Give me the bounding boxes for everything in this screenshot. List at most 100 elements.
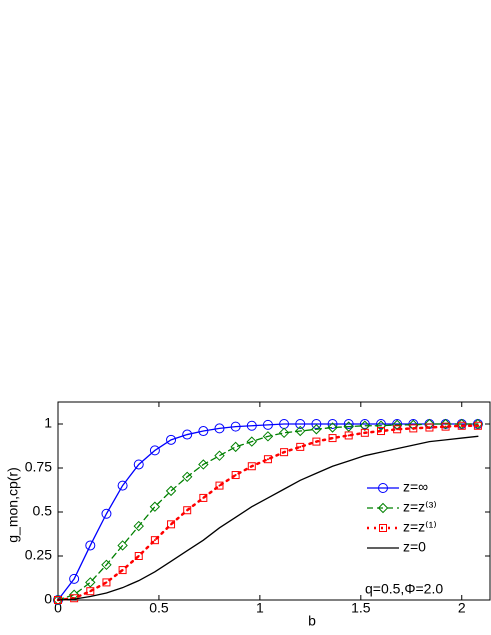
marker <box>343 421 354 432</box>
marker <box>377 502 389 514</box>
series-line <box>57 435 479 601</box>
x-tick-label: 1.5 <box>351 600 371 616</box>
y-axis-label: g_mon,cp(r) <box>5 467 21 542</box>
marker <box>166 434 177 445</box>
marker <box>262 431 274 442</box>
marker-dot <box>202 496 205 499</box>
marker <box>376 427 385 436</box>
marker-dot <box>363 431 366 434</box>
marker <box>86 587 95 596</box>
marker-dot <box>347 434 350 437</box>
marker <box>182 429 193 440</box>
marker <box>263 455 272 464</box>
series-line <box>57 423 479 601</box>
marker <box>246 436 258 447</box>
marker <box>278 427 290 439</box>
marker <box>327 419 338 429</box>
marker-dot <box>428 426 431 429</box>
plot-frame <box>57 401 491 601</box>
marker-dot <box>299 445 302 448</box>
marker <box>230 441 241 453</box>
annotation: q=0.5,Φ=2.0 <box>365 581 443 597</box>
marker <box>378 483 388 493</box>
marker <box>312 437 321 446</box>
marker <box>183 506 192 515</box>
marker <box>441 422 450 431</box>
marker-dot <box>444 425 447 428</box>
marker-dot <box>283 451 286 454</box>
marker <box>231 471 240 480</box>
marker <box>149 445 160 456</box>
marker <box>198 459 209 470</box>
x-tick-label: 0 <box>54 600 62 616</box>
marker <box>85 540 96 551</box>
marker <box>149 501 161 512</box>
marker-dot <box>250 465 253 468</box>
marker-dot <box>460 424 463 427</box>
marker <box>327 422 338 433</box>
marker <box>199 493 208 502</box>
marker-dot <box>396 428 399 431</box>
marker <box>262 419 273 430</box>
marker-dot <box>105 581 108 584</box>
marker <box>118 566 127 575</box>
marker <box>85 577 96 588</box>
marker <box>214 423 225 434</box>
marker <box>133 520 144 532</box>
series-line <box>57 423 479 601</box>
marker <box>311 424 322 435</box>
marker <box>69 573 80 584</box>
y-tick-label: 0.75 <box>25 459 52 475</box>
y-tick-label: 0.5 <box>33 503 53 519</box>
y-tick-label: 0.25 <box>25 547 52 563</box>
marker-dot <box>476 424 479 427</box>
marker-dot <box>186 509 189 512</box>
marker-dot <box>121 569 124 572</box>
marker <box>280 448 289 457</box>
marker <box>379 524 387 532</box>
marker-dot <box>153 539 156 542</box>
marker <box>101 508 112 519</box>
marker <box>133 459 144 470</box>
x-tick-label: 1 <box>256 600 264 616</box>
marker <box>150 536 159 545</box>
legend-label: z=∞ <box>403 479 428 495</box>
marker <box>296 442 305 451</box>
marker <box>409 424 418 433</box>
marker <box>167 520 176 529</box>
marker <box>311 419 322 429</box>
marker-dot <box>315 440 318 443</box>
marker <box>117 540 128 551</box>
marker <box>457 421 466 430</box>
marker <box>215 481 224 490</box>
marker <box>344 431 353 440</box>
marker <box>343 419 354 429</box>
x-axis-label: b <box>308 613 316 629</box>
marker-dot <box>379 430 382 433</box>
marker <box>328 434 337 443</box>
marker <box>425 423 434 432</box>
marker <box>246 420 257 431</box>
marker-dot <box>89 590 92 593</box>
marker <box>440 418 451 430</box>
marker-dot <box>170 523 173 526</box>
y-tick-label: 1 <box>44 415 52 431</box>
marker <box>165 485 177 497</box>
marker <box>181 471 193 483</box>
x-tick-label: 2 <box>458 600 466 616</box>
marker <box>198 426 209 437</box>
y-tick-label: 0 <box>44 591 52 607</box>
marker <box>375 419 386 429</box>
marker-dot <box>331 437 334 440</box>
legend-label: z=z⁽³⁾ <box>403 499 437 515</box>
marker-dot <box>266 458 269 461</box>
marker <box>393 425 402 434</box>
marker <box>473 421 482 430</box>
marker-dot <box>218 484 221 487</box>
marker-dot <box>234 474 237 477</box>
marker-dot <box>137 555 140 557</box>
marker <box>247 462 256 471</box>
marker <box>295 419 306 429</box>
marker <box>230 421 241 432</box>
